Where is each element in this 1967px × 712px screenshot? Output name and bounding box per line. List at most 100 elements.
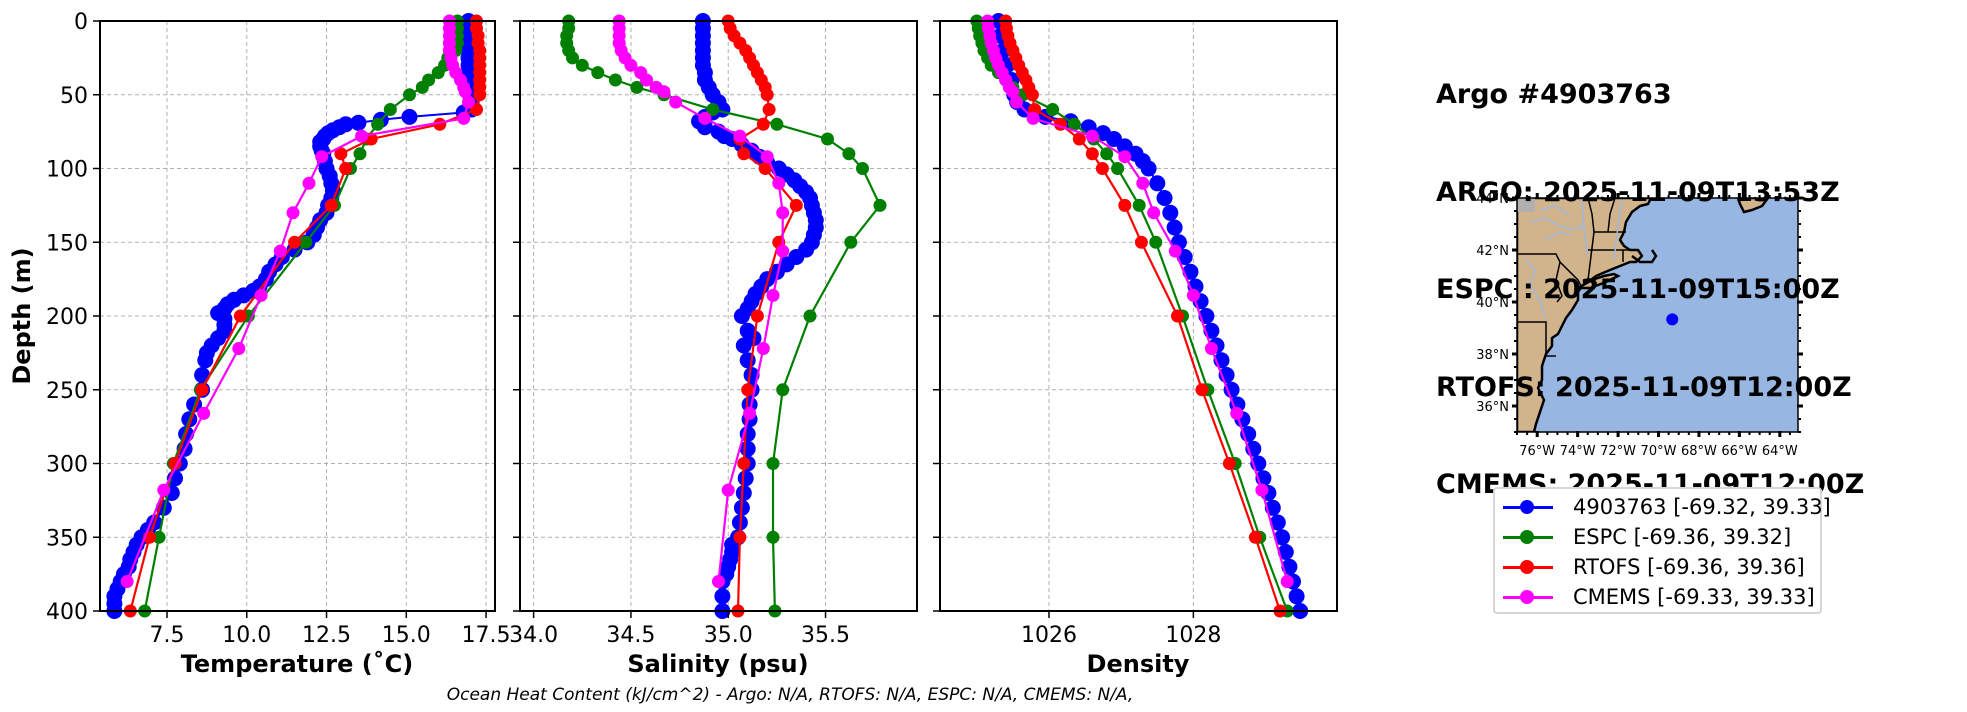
density-point-cmems xyxy=(1136,176,1150,190)
temperature-point-rtofs xyxy=(195,383,209,397)
density-series-cmems xyxy=(981,14,1294,588)
density-point-espc xyxy=(1111,162,1125,175)
density-point-argo xyxy=(1156,190,1173,206)
salinity-point-espc xyxy=(608,73,622,87)
salinity-point-espc xyxy=(856,162,869,175)
salinity-point-argo xyxy=(714,588,731,605)
salinity-point-rtofs xyxy=(741,383,755,397)
legend: 4903763 [-69.32, 39.33] ESPC [-69.36, 39… xyxy=(1493,487,1831,614)
density-point-cmems xyxy=(1085,129,1099,143)
temperature-point-cmems xyxy=(302,176,316,190)
temperature-point-rtofs xyxy=(233,309,247,323)
temperature-xtick-label: 12.5 xyxy=(302,623,351,648)
argo-time: ARGO: 2025-11-09T13:53Z xyxy=(1436,176,1840,208)
salinity-point-rtofs xyxy=(756,117,770,131)
legend-item-argo: 4903763 [-69.32, 39.33] xyxy=(1503,492,1831,522)
salinity-point-argo xyxy=(743,367,760,383)
map-lat-label: 44°N xyxy=(1476,192,1509,207)
depth-ytick-label: 100 xyxy=(46,158,88,183)
density-point-cmems xyxy=(1168,244,1182,258)
density-point-cmems xyxy=(1147,206,1161,220)
density-point-argo xyxy=(1166,219,1183,236)
map-lon-label: 66°W xyxy=(1721,444,1757,459)
salinity-point-cmems xyxy=(698,111,712,125)
salinity-point-rtofs xyxy=(758,162,772,175)
temperature-point-cmems xyxy=(458,85,472,99)
legend-item-cmems: CMEMS [-69.33, 39.33] xyxy=(1503,582,1815,612)
density-point-argo xyxy=(1281,558,1298,575)
espc-time: ESPC : 2025-11-09T15:00Z xyxy=(1436,274,1840,305)
temperature-point-espc xyxy=(415,80,429,94)
temperature-point-argo xyxy=(194,367,211,383)
density-point-argo xyxy=(1269,514,1286,531)
depth-ytick-label: 250 xyxy=(46,379,88,404)
argo-float-title: Argo #4903763 xyxy=(1436,79,1672,110)
density-point-cmems xyxy=(1006,85,1020,99)
density-point-argo xyxy=(1162,204,1179,221)
map-lat-label: 36°N xyxy=(1476,400,1509,415)
density-point-argo xyxy=(1223,381,1240,398)
salinity-point-cmems xyxy=(776,244,790,258)
salinity-point-rtofs xyxy=(789,198,803,212)
temperature-xtick-label: 17.5 xyxy=(462,623,511,648)
legend-label: RTOFS [-69.36, 39.36] xyxy=(1573,555,1805,579)
legend-swatch-argo xyxy=(1503,497,1553,517)
density-point-rtofs xyxy=(1025,88,1039,102)
temperature-point-cmems xyxy=(462,95,475,109)
legend-item-espc: ESPC [-69.36, 39.32] xyxy=(1503,522,1791,552)
depth-ytick-label: 150 xyxy=(46,231,88,256)
depth-ytick-label: 0 xyxy=(74,10,88,35)
salinity-point-espc xyxy=(844,235,858,249)
legend-label: ESPC [-69.36, 39.32] xyxy=(1573,525,1792,549)
temperature-point-espc xyxy=(152,530,166,544)
map-lon-label: 68°W xyxy=(1681,444,1717,459)
temperature-point-espc xyxy=(353,147,367,161)
salinity-point-cmems xyxy=(721,483,735,497)
temperature-point-argo xyxy=(401,108,418,125)
density-point-cmems xyxy=(1118,150,1132,164)
salinity-point-cmems xyxy=(669,95,683,109)
map-borders xyxy=(1517,198,1632,357)
temperature-point-cmems xyxy=(315,150,329,164)
density-point-espc xyxy=(1132,198,1146,212)
temperature-xtick-label: 15.0 xyxy=(382,623,431,648)
legend-item-rtofs: RTOFS [-69.36, 39.36] xyxy=(1503,552,1805,582)
salinity-point-espc xyxy=(591,66,605,80)
density-point-cmems xyxy=(1204,342,1218,355)
temperature-point-espc xyxy=(299,235,313,249)
map-lat-label: 42°N xyxy=(1476,244,1509,259)
salinity-point-cmems xyxy=(760,150,774,164)
salinity-point-espc xyxy=(766,457,780,470)
density-point-espc xyxy=(1149,235,1163,249)
salinity-point-cmems xyxy=(776,206,790,220)
density-point-argo xyxy=(1288,588,1305,605)
temperature-point-cmems xyxy=(457,111,471,125)
map-lon-label: 64°W xyxy=(1762,444,1798,459)
temperature-point-espc xyxy=(383,103,397,116)
salinity-point-argo xyxy=(737,470,754,487)
salinity-point-rtofs xyxy=(737,147,751,161)
temperature-xtick-label: 7.5 xyxy=(150,623,185,648)
salinity-xlabel: Salinity (psu) xyxy=(627,650,808,678)
density-xlabel: Density xyxy=(1087,650,1190,678)
salinity-point-cmems xyxy=(756,342,770,355)
salinity-series-cmems xyxy=(612,14,790,588)
map-lon-label: 70°W xyxy=(1641,444,1677,459)
rtofs-time: RTOFS: 2025-11-09T12:00Z xyxy=(1436,371,1852,403)
temperature-point-cmems xyxy=(157,483,171,497)
density-point-rtofs xyxy=(1171,309,1184,323)
density-point-rtofs xyxy=(1085,147,1099,161)
salinity-point-espc xyxy=(821,132,834,146)
density-point-cmems xyxy=(1010,95,1023,109)
salinity-panel: 34.0 34.5 35.0 35.5 Salinity (psu) xyxy=(509,13,918,678)
density-point-rtofs xyxy=(1248,530,1262,544)
salinity-point-espc xyxy=(566,51,579,65)
depth-ytick-label: 400 xyxy=(46,600,88,625)
salinity-point-argo xyxy=(735,485,752,501)
legend-label: 4903763 [-69.32, 39.33] xyxy=(1573,495,1831,519)
salinity-point-rtofs xyxy=(733,530,747,544)
map-lon-label: 74°W xyxy=(1560,444,1596,459)
density-point-cmems xyxy=(1186,288,1200,302)
legend-swatch-espc xyxy=(1503,527,1553,547)
